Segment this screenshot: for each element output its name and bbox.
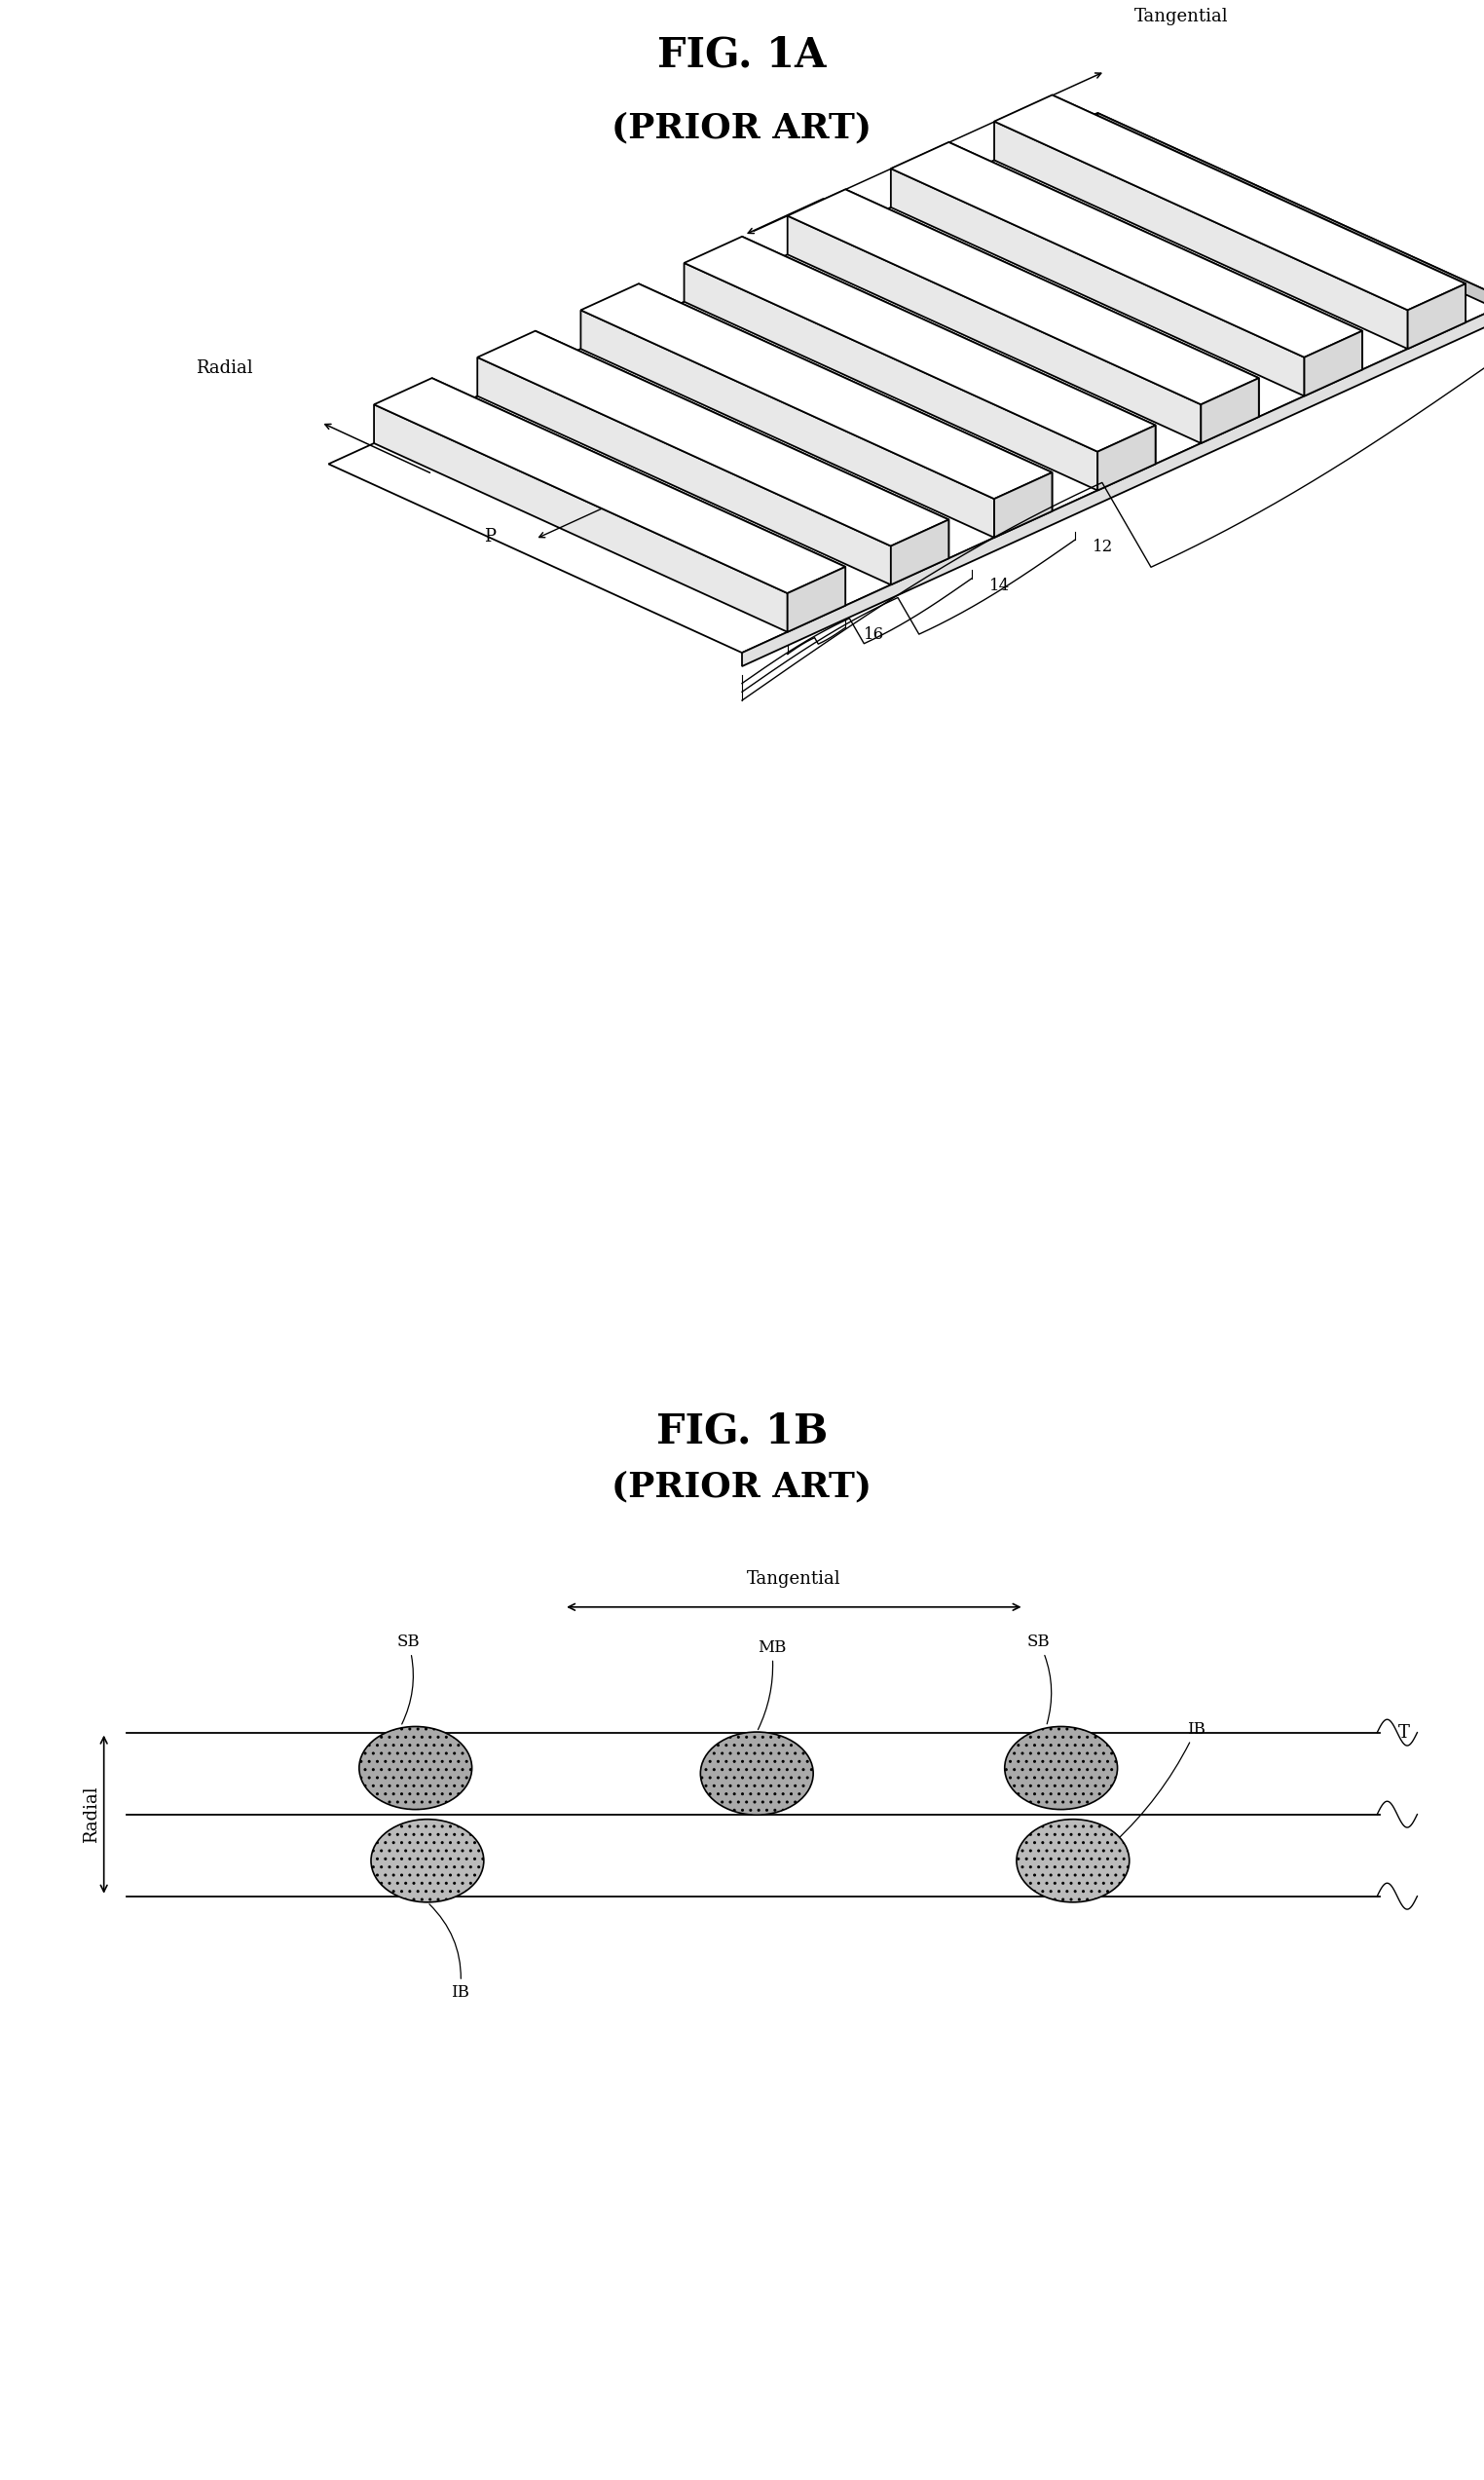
- Text: FIG. 1A: FIG. 1A: [657, 35, 827, 74]
- Polygon shape: [684, 263, 1098, 491]
- Polygon shape: [1098, 114, 1484, 315]
- Text: 16: 16: [864, 627, 884, 642]
- Text: Radial: Radial: [83, 1786, 101, 1843]
- Polygon shape: [788, 216, 1201, 444]
- Text: (PRIOR ART): (PRIOR ART): [611, 112, 873, 144]
- Polygon shape: [994, 122, 1408, 350]
- Text: Tangential: Tangential: [746, 1570, 841, 1587]
- Polygon shape: [846, 188, 1258, 417]
- Polygon shape: [994, 474, 1052, 538]
- Polygon shape: [1098, 424, 1156, 491]
- Text: SB: SB: [396, 1634, 420, 1724]
- Circle shape: [359, 1726, 472, 1810]
- Polygon shape: [742, 303, 1484, 667]
- Polygon shape: [890, 169, 1304, 397]
- Circle shape: [1017, 1820, 1129, 1902]
- Text: IB: IB: [1114, 1721, 1205, 1843]
- Text: (PRIOR ART): (PRIOR ART): [611, 1471, 873, 1503]
- Polygon shape: [478, 357, 890, 585]
- Polygon shape: [1052, 94, 1466, 322]
- Polygon shape: [994, 94, 1466, 310]
- Polygon shape: [890, 521, 948, 585]
- Polygon shape: [374, 404, 788, 632]
- Polygon shape: [890, 141, 1362, 357]
- Text: 14: 14: [990, 578, 1011, 593]
- Polygon shape: [478, 330, 948, 546]
- Text: MB: MB: [757, 1639, 787, 1729]
- Polygon shape: [374, 377, 846, 593]
- Polygon shape: [788, 188, 1258, 404]
- Text: 12: 12: [1092, 538, 1113, 556]
- Polygon shape: [1201, 377, 1258, 444]
- Text: Tangential: Tangential: [1135, 7, 1229, 25]
- Polygon shape: [948, 141, 1362, 370]
- Polygon shape: [1304, 330, 1362, 397]
- Polygon shape: [788, 568, 846, 632]
- Polygon shape: [580, 310, 994, 538]
- Text: SB: SB: [1027, 1634, 1051, 1724]
- Polygon shape: [1408, 283, 1466, 350]
- Polygon shape: [742, 236, 1156, 464]
- Text: T: T: [1398, 1724, 1410, 1741]
- Text: P: P: [484, 528, 496, 546]
- Text: Radial: Radial: [196, 360, 254, 377]
- Text: FIG. 1B: FIG. 1B: [656, 1411, 828, 1451]
- Circle shape: [1005, 1726, 1117, 1810]
- Text: IB: IB: [429, 1905, 469, 2001]
- Polygon shape: [638, 283, 1052, 511]
- Circle shape: [371, 1820, 484, 1902]
- Circle shape: [700, 1731, 813, 1815]
- Polygon shape: [536, 330, 948, 558]
- Polygon shape: [580, 283, 1052, 498]
- Polygon shape: [684, 236, 1156, 451]
- Polygon shape: [328, 114, 1484, 652]
- Polygon shape: [432, 377, 846, 605]
